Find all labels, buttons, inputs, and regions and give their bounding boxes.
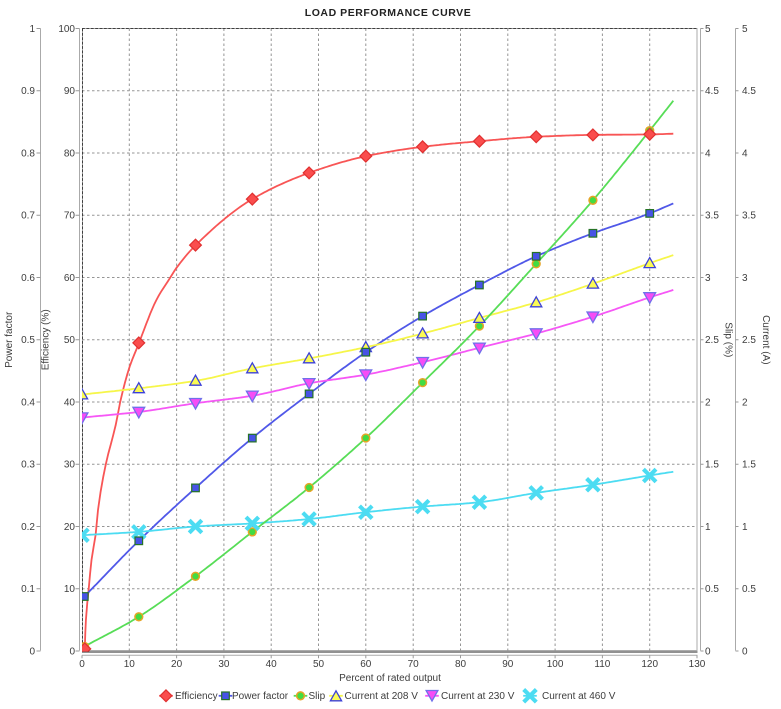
svg-text:Power factor: Power factor xyxy=(232,691,289,702)
svg-text:0.5: 0.5 xyxy=(21,335,35,346)
svg-text:3: 3 xyxy=(705,273,711,284)
svg-text:Percent of rated output: Percent of rated output xyxy=(339,673,441,684)
svg-text:1: 1 xyxy=(29,24,35,35)
svg-text:50: 50 xyxy=(64,335,76,346)
svg-text:0.3: 0.3 xyxy=(21,460,35,471)
svg-text:80: 80 xyxy=(64,148,76,159)
svg-text:0: 0 xyxy=(79,659,85,670)
svg-text:Slip (%): Slip (%) xyxy=(723,322,734,357)
svg-text:0.4: 0.4 xyxy=(21,397,35,408)
svg-text:30: 30 xyxy=(64,460,76,471)
svg-text:20: 20 xyxy=(64,522,76,533)
svg-text:50: 50 xyxy=(313,659,325,670)
svg-text:60: 60 xyxy=(360,659,372,670)
svg-text:Current at 230 V: Current at 230 V xyxy=(441,691,515,702)
svg-text:1.5: 1.5 xyxy=(705,460,719,471)
svg-text:2.5: 2.5 xyxy=(742,335,756,346)
svg-text:Current at 208 V: Current at 208 V xyxy=(345,691,419,702)
svg-text:4: 4 xyxy=(705,148,711,159)
svg-text:0: 0 xyxy=(742,646,748,657)
svg-text:1: 1 xyxy=(705,522,711,533)
svg-text:1.5: 1.5 xyxy=(742,460,756,471)
svg-text:2: 2 xyxy=(742,397,748,408)
svg-text:5: 5 xyxy=(742,24,748,35)
svg-text:30: 30 xyxy=(218,659,230,670)
svg-text:0.6: 0.6 xyxy=(21,273,35,284)
svg-text:Current at 460 V: Current at 460 V xyxy=(542,691,616,702)
svg-text:90: 90 xyxy=(64,86,76,97)
svg-text:0.2: 0.2 xyxy=(21,522,35,533)
svg-text:0.8: 0.8 xyxy=(21,148,35,159)
svg-text:2.5: 2.5 xyxy=(705,335,719,346)
svg-text:0.5: 0.5 xyxy=(742,584,756,595)
svg-text:Power factor: Power factor xyxy=(4,311,15,368)
svg-text:4.5: 4.5 xyxy=(705,86,719,97)
svg-text:3.5: 3.5 xyxy=(705,211,719,222)
svg-text:10: 10 xyxy=(124,659,136,670)
svg-text:4.5: 4.5 xyxy=(742,86,756,97)
svg-text:100: 100 xyxy=(547,659,564,670)
svg-text:110: 110 xyxy=(594,659,610,670)
svg-text:Efficiency (%): Efficiency (%) xyxy=(41,309,52,370)
svg-text:10: 10 xyxy=(64,584,76,595)
svg-text:100: 100 xyxy=(58,24,75,35)
svg-text:0.7: 0.7 xyxy=(21,211,35,222)
svg-text:3: 3 xyxy=(742,273,748,284)
svg-text:Efficiency: Efficiency xyxy=(175,691,218,702)
svg-text:20: 20 xyxy=(171,659,183,670)
svg-text:80: 80 xyxy=(455,659,467,670)
svg-text:120: 120 xyxy=(641,659,658,670)
svg-text:70: 70 xyxy=(64,211,76,222)
svg-text:Slip: Slip xyxy=(309,691,326,702)
svg-text:40: 40 xyxy=(266,659,278,670)
svg-text:1: 1 xyxy=(742,522,748,533)
svg-text:2: 2 xyxy=(705,397,711,408)
svg-text:0: 0 xyxy=(69,646,75,657)
svg-text:70: 70 xyxy=(408,659,420,670)
svg-text:40: 40 xyxy=(64,397,76,408)
svg-text:5: 5 xyxy=(705,24,711,35)
svg-text:3.5: 3.5 xyxy=(742,211,756,222)
svg-text:Current (A): Current (A) xyxy=(760,315,771,364)
svg-text:0: 0 xyxy=(705,646,711,657)
svg-text:0.1: 0.1 xyxy=(21,584,35,595)
svg-text:0.9: 0.9 xyxy=(21,86,35,97)
svg-text:4: 4 xyxy=(742,148,748,159)
svg-text:90: 90 xyxy=(502,659,514,670)
svg-text:LOAD PERFORMANCE CURVE: LOAD PERFORMANCE CURVE xyxy=(305,7,472,19)
svg-text:0: 0 xyxy=(29,646,35,657)
svg-text:0.5: 0.5 xyxy=(705,584,719,595)
svg-text:130: 130 xyxy=(689,659,706,670)
svg-text:60: 60 xyxy=(64,273,76,284)
